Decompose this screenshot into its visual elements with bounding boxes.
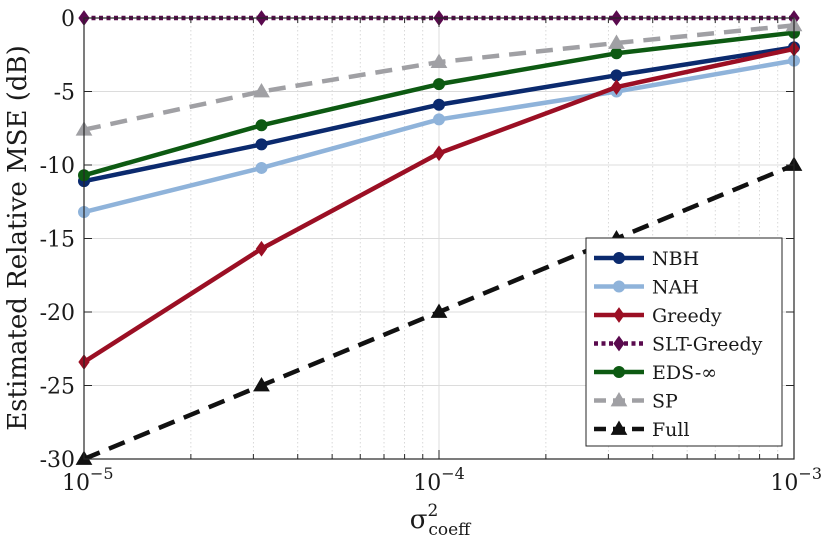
y-tick-label: -30 (40, 448, 75, 473)
legend-label-nah: NAH (652, 277, 699, 299)
data-point-full (253, 377, 270, 392)
x-tick-label: 10−3 (770, 464, 822, 496)
data-point-nbh (433, 98, 445, 111)
legend-label-nbh: NBH (652, 248, 699, 270)
x-tick-label-exponent: −5 (90, 464, 114, 483)
legend-swatch-marker-slt-greedy (613, 335, 625, 352)
x-tick-label-exponent: −3 (798, 464, 822, 483)
x-axis-title: σ2 coeff (410, 501, 472, 536)
data-point-greedy (433, 145, 445, 162)
y-tick-label: -25 (40, 375, 75, 400)
data-point-greedy (610, 79, 623, 95)
legend-label-eds: EDS-∞ (652, 362, 717, 384)
x-axis-title-base: σ (410, 505, 428, 535)
legend-swatch-marker-nah (613, 280, 625, 293)
x-axis-title-sup: 2 (428, 501, 439, 521)
data-point-sp (608, 34, 625, 49)
data-point-sp (253, 83, 270, 98)
x-axis-title-sub: coeff (428, 520, 472, 536)
legend-label-sp: SP (652, 391, 678, 413)
legend-label-slt-greedy: SLT-Greedy (652, 334, 763, 356)
legend-label-full: Full (652, 419, 690, 441)
y-axis-title: Estimated Relative MSE (dB) (3, 45, 33, 431)
data-point-eds (433, 78, 445, 91)
y-tick-label: -5 (54, 81, 75, 106)
data-point-eds (255, 119, 268, 132)
legend-swatch-marker-full (610, 420, 628, 435)
data-point-eds (610, 47, 623, 60)
data-point-sp (430, 53, 448, 68)
legend-swatch-marker-eds (613, 366, 625, 378)
data-point-nbh (255, 138, 268, 151)
x-tick-label: 10−4 (413, 464, 465, 496)
data-point-greedy (255, 240, 268, 257)
legend-swatch-marker-nbh (613, 252, 625, 264)
data-point-nah (255, 161, 268, 174)
x-tick-label-base: 10 (413, 471, 441, 496)
data-point-full (430, 303, 448, 318)
legend-swatch-marker-greedy (613, 307, 625, 323)
legend-swatch-marker-sp (610, 392, 628, 407)
y-tick-label: 0 (61, 7, 75, 32)
legend: NBH NAH Greedy SLT-Greedy EDS-∞ SP Full (585, 237, 783, 447)
data-point-nbh (610, 69, 623, 82)
y-tick-label: -10 (40, 154, 75, 179)
x-tick-label-exponent: −4 (441, 464, 465, 483)
x-tick-label-base: 10 (770, 471, 798, 496)
legend-label-greedy: Greedy (652, 305, 722, 327)
y-tick-label: -15 (40, 228, 75, 253)
x-tick-label-base: 10 (62, 471, 90, 496)
x-tick-label: 10−5 (62, 464, 114, 496)
data-point-nah (433, 113, 445, 126)
y-tick-label: -20 (40, 301, 75, 326)
